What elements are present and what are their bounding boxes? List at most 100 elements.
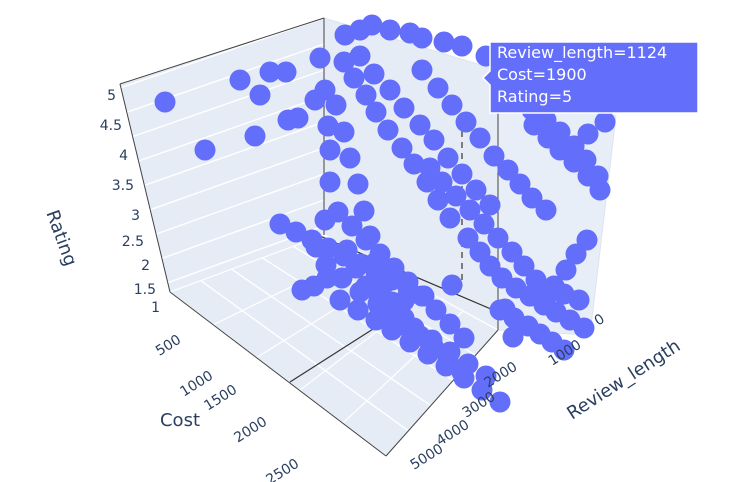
data-point — [393, 97, 415, 119]
data-point — [355, 229, 377, 251]
data-point — [285, 221, 307, 243]
data-point — [577, 123, 599, 145]
data-point — [425, 299, 447, 321]
data-point — [494, 298, 516, 320]
x-tick-label: 5000 — [408, 441, 447, 473]
data-point — [325, 94, 347, 116]
data-point — [393, 290, 415, 312]
data-point — [427, 77, 449, 99]
data-point — [413, 285, 435, 307]
data-point — [249, 84, 271, 106]
data-point — [369, 304, 391, 326]
data-point — [317, 115, 339, 137]
data-point — [565, 243, 587, 265]
data-point — [497, 159, 519, 181]
y-axis-title: Cost — [160, 410, 200, 431]
data-point — [459, 199, 481, 221]
data-point — [487, 227, 509, 249]
data-point — [333, 51, 355, 73]
data-point — [439, 207, 461, 229]
data-point — [343, 67, 365, 89]
x-tick-label: 2000 — [482, 359, 521, 391]
data-point — [244, 125, 266, 147]
data-point — [575, 149, 597, 171]
hover-tooltip: Review_length=1124 Cost=1900 Rating=5 — [481, 41, 699, 114]
data-point — [549, 121, 571, 143]
data-point — [377, 119, 399, 141]
data-point — [333, 121, 355, 143]
data-point — [403, 153, 425, 175]
data-point — [419, 157, 441, 179]
data-point — [594, 111, 616, 133]
data-point — [154, 91, 176, 113]
z-gridline — [119, 95, 325, 169]
data-point — [319, 171, 341, 193]
data-point — [553, 339, 575, 361]
data-point — [555, 259, 577, 281]
data-point — [301, 229, 323, 251]
data-point — [349, 281, 371, 303]
data-point — [469, 127, 491, 149]
data-point — [509, 173, 531, 195]
z-tick-label: 2 — [141, 258, 150, 274]
data-point — [453, 327, 475, 349]
data-point — [369, 243, 391, 265]
z-tick-label: 3 — [131, 208, 140, 224]
data-point — [314, 79, 336, 101]
z-gridline — [119, 173, 325, 248]
z-tick-label: 4 — [119, 148, 128, 164]
data-point — [391, 137, 413, 159]
data-point — [361, 14, 383, 36]
data-point — [537, 283, 559, 305]
floor-gridline — [231, 268, 432, 407]
y-tick-label: 500 — [153, 332, 184, 360]
data-point — [441, 94, 463, 116]
data-point — [451, 163, 473, 185]
data-point — [381, 269, 403, 291]
tooltip-line: Cost=1900 — [497, 65, 587, 84]
data-point — [431, 171, 453, 193]
tooltip-line: Review_length=1124 — [497, 43, 667, 63]
data-point — [502, 326, 524, 348]
floor-crossline — [169, 234, 325, 293]
data-point — [403, 317, 425, 339]
data-point — [333, 245, 355, 267]
data-point — [473, 213, 495, 235]
data-points — [154, 14, 616, 413]
data-point — [317, 237, 339, 259]
data-point — [327, 201, 349, 223]
data-point — [411, 59, 433, 81]
data-point — [331, 267, 353, 289]
data-point — [553, 283, 575, 305]
data-point — [349, 45, 371, 67]
data-point — [465, 179, 487, 201]
data-point — [411, 27, 433, 49]
data-point — [353, 200, 375, 222]
data-point — [363, 63, 385, 85]
data-point — [319, 139, 341, 161]
data-point — [489, 391, 511, 413]
data-point — [439, 313, 461, 335]
data-point — [355, 84, 377, 106]
data-point — [441, 274, 463, 296]
z-tick-label: 4.5 — [100, 118, 122, 134]
data-point — [563, 135, 585, 157]
data-point — [259, 61, 281, 83]
z-axis-title: Rating — [41, 207, 81, 269]
data-point — [365, 101, 387, 123]
data-point — [439, 341, 461, 363]
z-tick-label: 5 — [107, 88, 116, 104]
data-point — [275, 61, 297, 83]
z-gridline — [119, 147, 325, 222]
data-point — [521, 187, 543, 209]
data-point — [421, 329, 443, 351]
data-point — [341, 215, 363, 237]
floor-gridline — [200, 280, 409, 432]
data-point — [475, 365, 497, 387]
z-tick-label: 2.5 — [122, 234, 144, 250]
data-point — [269, 213, 291, 235]
z-gridline — [119, 121, 325, 195]
z-gridline — [119, 17, 325, 89]
y-axis-line — [169, 291, 387, 457]
